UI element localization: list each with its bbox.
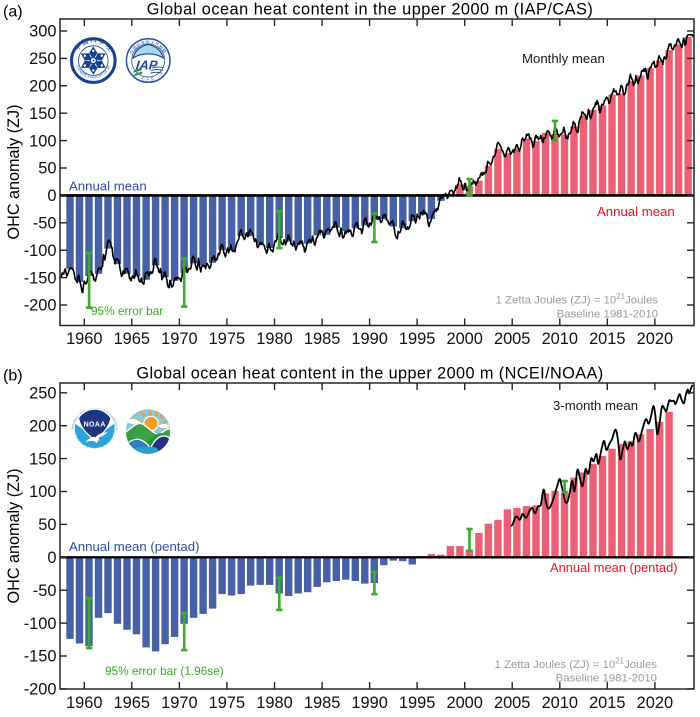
- svg-text:-50: -50: [33, 215, 57, 233]
- svg-text:1970: 1970: [161, 330, 197, 348]
- svg-text:1985: 1985: [304, 694, 340, 712]
- svg-text:1 Zetta Joules (ZJ) = 1021Joul: 1 Zetta Joules (ZJ) = 1021Joules: [496, 292, 659, 307]
- svg-text:-50: -50: [33, 582, 57, 600]
- svg-text:1980: 1980: [256, 330, 292, 348]
- svg-text:OHC anomaly (ZJ): OHC anomaly (ZJ): [5, 105, 23, 240]
- svg-text:1970: 1970: [161, 694, 197, 712]
- svg-text:CAS: CAS: [142, 76, 155, 81]
- svg-text:300: 300: [29, 23, 56, 41]
- svg-text:-100: -100: [24, 615, 57, 633]
- svg-text:Baseline 1981-2010: Baseline 1981-2010: [556, 673, 657, 685]
- svg-text:-200: -200: [24, 681, 57, 699]
- svg-text:NOAA: NOAA: [84, 422, 106, 429]
- svg-text:1975: 1975: [209, 694, 245, 712]
- svg-text:Baseline 1981-2010: Baseline 1981-2010: [557, 309, 658, 321]
- svg-text:100: 100: [29, 483, 56, 501]
- svg-text:100: 100: [29, 132, 56, 150]
- svg-text:50: 50: [38, 516, 56, 534]
- svg-text:2005: 2005: [494, 330, 530, 348]
- svg-text:2010: 2010: [542, 694, 578, 712]
- svg-text:150: 150: [29, 105, 56, 123]
- svg-text:1960: 1960: [66, 694, 102, 712]
- svg-text:-200: -200: [24, 297, 57, 315]
- svg-text:(b): (b): [3, 368, 23, 385]
- svg-text:95% error bar (1.96se): 95% error bar (1.96se): [105, 664, 224, 678]
- svg-text:200: 200: [29, 78, 56, 96]
- svg-text:1995: 1995: [399, 694, 435, 712]
- svg-text:-150: -150: [24, 648, 57, 666]
- svg-text:95% error bar: 95% error bar: [91, 304, 163, 318]
- svg-text:Annual mean: Annual mean: [597, 204, 675, 219]
- svg-text:1965: 1965: [114, 330, 150, 348]
- svg-text:-150: -150: [24, 269, 57, 287]
- svg-text:(a): (a): [3, 4, 23, 21]
- svg-text:200: 200: [29, 417, 56, 435]
- svg-text:2005: 2005: [494, 694, 530, 712]
- svg-text:0: 0: [47, 187, 56, 205]
- svg-text:Monthly mean: Monthly mean: [522, 51, 605, 66]
- svg-text:Global ocean heat content in t: Global ocean heat content in the upper 2…: [136, 365, 603, 383]
- svg-text:150: 150: [29, 450, 56, 468]
- svg-text:-100: -100: [24, 242, 57, 260]
- svg-text:1990: 1990: [351, 694, 387, 712]
- svg-text:Annual mean (pentad): Annual mean (pentad): [69, 539, 200, 554]
- svg-text:IAP: IAP: [135, 58, 159, 73]
- svg-text:1975: 1975: [209, 330, 245, 348]
- svg-text:2000: 2000: [446, 694, 482, 712]
- svg-text:3-month mean: 3-month mean: [553, 398, 638, 413]
- svg-text:2010: 2010: [542, 330, 578, 348]
- svg-text:2000: 2000: [446, 330, 482, 348]
- svg-text:1 Zetta Joules (ZJ) = 1021Joul: 1 Zetta Joules (ZJ) = 1021Joules: [495, 657, 658, 672]
- svg-text:1995: 1995: [399, 330, 435, 348]
- svg-text:1985: 1985: [304, 330, 340, 348]
- svg-text:2020: 2020: [637, 694, 673, 712]
- svg-text:50: 50: [38, 160, 56, 178]
- svg-text:2015: 2015: [589, 330, 625, 348]
- svg-text:250: 250: [29, 50, 56, 68]
- svg-text:2015: 2015: [589, 694, 625, 712]
- svg-text:1960: 1960: [66, 330, 102, 348]
- svg-text:Annual mean: Annual mean: [69, 179, 147, 194]
- svg-text:1990: 1990: [351, 330, 387, 348]
- svg-text:0: 0: [47, 549, 56, 567]
- svg-text:1965: 1965: [114, 694, 150, 712]
- svg-text:2020: 2020: [637, 330, 673, 348]
- svg-text:Global ocean heat content in t: Global ocean heat content in the upper 2…: [147, 1, 594, 19]
- svg-text:OHC anomaly (ZJ): OHC anomaly (ZJ): [5, 469, 23, 604]
- svg-text:250: 250: [29, 385, 56, 403]
- svg-text:Annual mean (pentad): Annual mean (pentad): [550, 560, 678, 575]
- svg-text:1980: 1980: [256, 694, 292, 712]
